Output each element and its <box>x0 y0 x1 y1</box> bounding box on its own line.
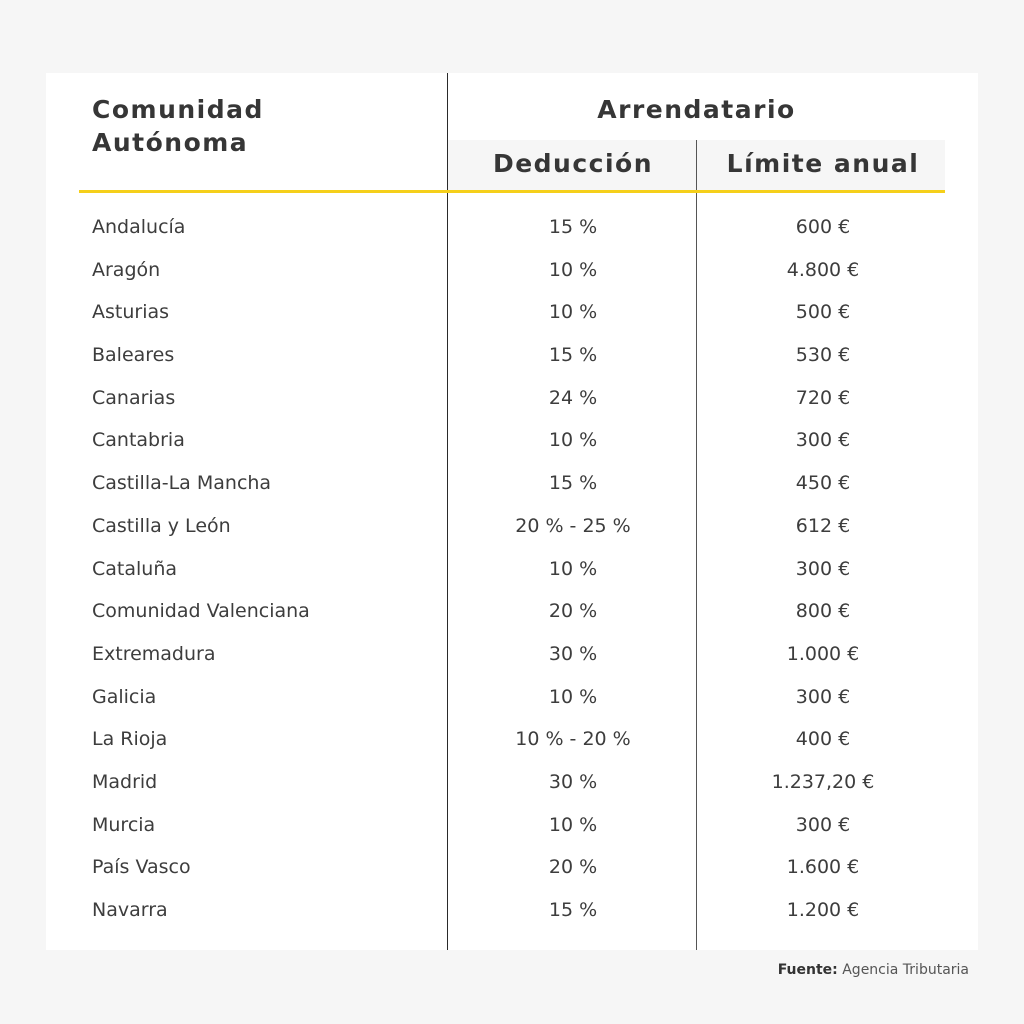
region-cell: La Rioja <box>92 728 168 751</box>
table-row: Castilla y León 20 % - 25 % 612 € <box>46 505 978 548</box>
limit-cell: 4.800 € <box>786 258 860 281</box>
limit-cell: 1.237,20 € <box>771 770 875 793</box>
table-body: Andalucía 15 % 600 € Aragón 10 % 4.800 € Astur… <box>46 206 978 932</box>
limit-cell: 300 € <box>795 813 851 836</box>
region-cell: Andalucía <box>92 216 186 238</box>
header-limit: Límite anual <box>726 149 920 178</box>
table-row: Canarias 24 % 720 € <box>46 377 978 420</box>
header-group: Arrendatario <box>597 95 796 124</box>
region-cell: Cantabria <box>92 429 185 452</box>
table-row: Comunidad Valenciana 20 % 800 € <box>46 590 978 633</box>
table-row: La Rioja 10 % - 20 % 400 € <box>46 718 978 761</box>
limit-cell: 720 € <box>795 386 851 409</box>
deduction-cell: 15 % <box>548 472 598 495</box>
region-cell: Aragón <box>92 258 161 281</box>
region-cell: Cataluña <box>92 557 178 580</box>
table-row: Galicia 10 % 300 € <box>46 676 978 719</box>
limit-cell: 612 € <box>795 514 851 537</box>
limit-cell: 530 € <box>795 344 851 367</box>
table-row: Extremadura 30 % 1.000 € <box>46 633 978 676</box>
deduction-cell: 30 % <box>548 770 598 793</box>
deduction-cell: 24 % <box>548 386 598 409</box>
source-note: Fuente: Agencia Tributaria <box>778 962 969 978</box>
deduction-cell: 10 % - 20 % <box>515 728 631 751</box>
deduction-cell: 10 % <box>548 301 598 324</box>
limit-cell: 1.000 € <box>786 642 860 665</box>
region-cell: Comunidad Valenciana <box>92 600 310 623</box>
deduction-cell: 20 % <box>548 600 598 623</box>
region-cell: Extremadura <box>92 642 216 665</box>
deduction-cell: 10 % <box>548 429 598 452</box>
region-cell: Madrid <box>92 770 158 793</box>
region-cell: Canarias <box>92 386 176 409</box>
header-region-line1: Comunidad <box>92 95 264 124</box>
header-region-line2: Autónoma <box>92 128 249 157</box>
source-value: Agencia Tributaria <box>842 962 969 978</box>
region-cell: Baleares <box>92 344 175 367</box>
region-cell: Asturias <box>92 301 170 324</box>
table-row: Madrid 30 % 1.237,20 € <box>46 761 978 804</box>
region-cell: Murcia <box>92 813 156 836</box>
region-cell: Navarra <box>92 899 168 921</box>
limit-cell: 300 € <box>795 429 851 452</box>
limit-cell: 600 € <box>795 216 851 238</box>
limit-cell: 800 € <box>795 600 851 623</box>
deduction-cell: 20 % <box>548 856 598 879</box>
source-label: Fuente: <box>777 962 838 978</box>
table-row: Andalucía 15 % 600 € <box>46 206 978 249</box>
header-deduction: Deducción <box>492 149 654 178</box>
limit-cell: 500 € <box>795 301 851 324</box>
table-row: Aragón 10 % 4.800 € <box>46 249 978 292</box>
table-row: Baleares 15 % 530 € <box>46 334 978 377</box>
region-cell: Castilla-La Mancha <box>92 472 272 495</box>
limit-cell: 1.600 € <box>786 856 860 879</box>
header-region: Comunidad Autónoma <box>92 93 264 159</box>
deduction-cell: 15 % <box>548 216 598 238</box>
deduction-cell: 15 % <box>548 899 598 921</box>
limit-cell: 400 € <box>795 728 851 751</box>
deduction-cell: 10 % <box>548 557 598 580</box>
table-row: Navarra 15 % 1.200 € <box>46 889 978 932</box>
region-cell: País Vasco <box>92 856 191 879</box>
deduction-cell: 10 % <box>548 258 598 281</box>
deduction-cell: 30 % <box>548 642 598 665</box>
deductions-table: Comunidad Autónoma Arrendatario Deducció… <box>46 73 978 950</box>
table-row: País Vasco 20 % 1.600 € <box>46 846 978 889</box>
region-cell: Castilla y León <box>92 514 231 537</box>
table-row: Murcia 10 % 300 € <box>46 804 978 847</box>
deduction-cell: 10 % <box>548 685 598 708</box>
column-divider <box>696 140 697 950</box>
deduction-cell: 20 % - 25 % <box>515 514 631 537</box>
limit-cell: 1.200 € <box>786 899 860 921</box>
table-row: Cataluña 10 % 300 € <box>46 548 978 591</box>
limit-cell: 300 € <box>795 685 851 708</box>
table-row: Castilla-La Mancha 15 % 450 € <box>46 462 978 505</box>
table-row: Cantabria 10 % 300 € <box>46 419 978 462</box>
deduction-cell: 10 % <box>548 813 598 836</box>
deduction-cell: 15 % <box>548 344 598 367</box>
limit-cell: 300 € <box>795 557 851 580</box>
region-cell: Galicia <box>92 685 157 708</box>
table-row: Asturias 10 % 500 € <box>46 291 978 334</box>
column-divider <box>447 73 448 950</box>
header-underline <box>79 190 945 193</box>
limit-cell: 450 € <box>795 472 851 495</box>
